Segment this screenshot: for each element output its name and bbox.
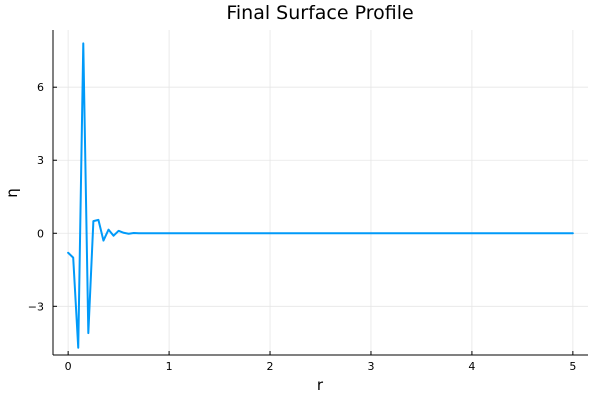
y-tick-label: 6 — [37, 81, 44, 94]
x-tick-label: 4 — [468, 360, 475, 373]
x-ticks: 0 1 2 3 4 5 — [65, 351, 576, 373]
y-tick-label: 0 — [37, 227, 44, 240]
x-tick-label: 2 — [267, 360, 274, 373]
series-layer — [67, 42, 574, 349]
axes — [52, 30, 588, 356]
y-tick-label: 3 — [37, 154, 44, 167]
x-tick-label: 0 — [65, 360, 72, 373]
chart-title: Final Surface Profile — [226, 2, 413, 24]
series-line-0 — [67, 42, 574, 349]
y-ticks: −3 0 3 6 — [28, 81, 57, 313]
x-tick-label: 5 — [569, 360, 576, 373]
x-axis-label: r — [317, 376, 324, 394]
x-tick-label: 1 — [166, 360, 173, 373]
y-axis-label: η — [3, 188, 21, 198]
y-tick-label: −3 — [28, 300, 44, 313]
gridlines — [53, 30, 588, 355]
x-tick-label: 3 — [367, 360, 374, 373]
